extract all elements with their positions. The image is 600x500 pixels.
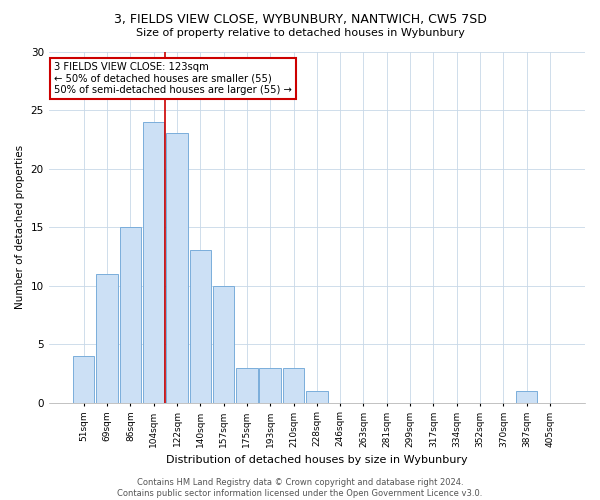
Bar [143,122,164,402]
Text: Size of property relative to detached houses in Wybunbury: Size of property relative to detached ho… [136,28,464,38]
Bar [213,286,235,403]
Bar [236,368,257,402]
Bar [516,391,538,402]
Text: 3, FIELDS VIEW CLOSE, WYBUNBURY, NANTWICH, CW5 7SD: 3, FIELDS VIEW CLOSE, WYBUNBURY, NANTWIC… [113,12,487,26]
Bar [73,356,94,403]
Bar [259,368,281,402]
Bar [306,391,328,402]
Y-axis label: Number of detached properties: Number of detached properties [15,145,25,309]
X-axis label: Distribution of detached houses by size in Wybunbury: Distribution of detached houses by size … [166,455,467,465]
Bar [97,274,118,402]
Bar [166,134,188,402]
Bar [283,368,304,402]
Bar [119,227,141,402]
Text: 3 FIELDS VIEW CLOSE: 123sqm
← 50% of detached houses are smaller (55)
50% of sem: 3 FIELDS VIEW CLOSE: 123sqm ← 50% of det… [54,62,292,95]
Text: Contains HM Land Registry data © Crown copyright and database right 2024.
Contai: Contains HM Land Registry data © Crown c… [118,478,482,498]
Bar [190,250,211,402]
